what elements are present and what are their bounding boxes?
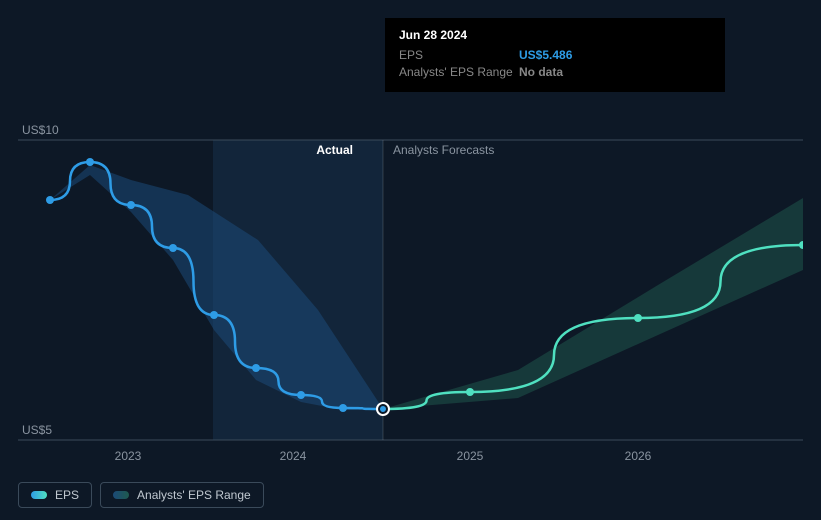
svg-text:2026: 2026 (625, 449, 652, 463)
tooltip-value: No data (519, 65, 563, 79)
svg-text:Actual: Actual (316, 143, 353, 157)
svg-text:2024: 2024 (280, 449, 307, 463)
legend-label: Analysts' EPS Range (137, 488, 251, 502)
tooltip-label: EPS (399, 48, 519, 62)
tooltip-row: EPS US$5.486 (399, 48, 711, 62)
tooltip-label: Analysts' EPS Range (399, 65, 519, 79)
legend-item-range[interactable]: Analysts' EPS Range (100, 482, 264, 508)
tooltip-row: Analysts' EPS Range No data (399, 65, 711, 79)
svg-text:US$5: US$5 (22, 423, 52, 437)
svg-text:2025: 2025 (457, 449, 484, 463)
svg-text:US$10: US$10 (22, 123, 59, 137)
svg-text:Analysts Forecasts: Analysts Forecasts (393, 143, 494, 157)
line-swatch-icon (31, 491, 47, 499)
chart-svg: US$10 US$5 Actual Analysts Forecasts 2023 202… (18, 120, 803, 480)
tooltip-date: Jun 28 2024 (399, 28, 711, 42)
legend: EPS Analysts' EPS Range (18, 482, 264, 508)
chart-tooltip: Jun 28 2024 EPS US$5.486 Analysts' EPS R… (385, 18, 725, 92)
legend-label: EPS (55, 488, 79, 502)
area-swatch-icon (113, 491, 129, 499)
tooltip-value: US$5.486 (519, 48, 572, 62)
legend-item-eps[interactable]: EPS (18, 482, 92, 508)
eps-chart[interactable]: US$10US$5ActualAnalysts Forecasts2023202… (18, 120, 803, 450)
svg-text:2023: 2023 (115, 449, 142, 463)
